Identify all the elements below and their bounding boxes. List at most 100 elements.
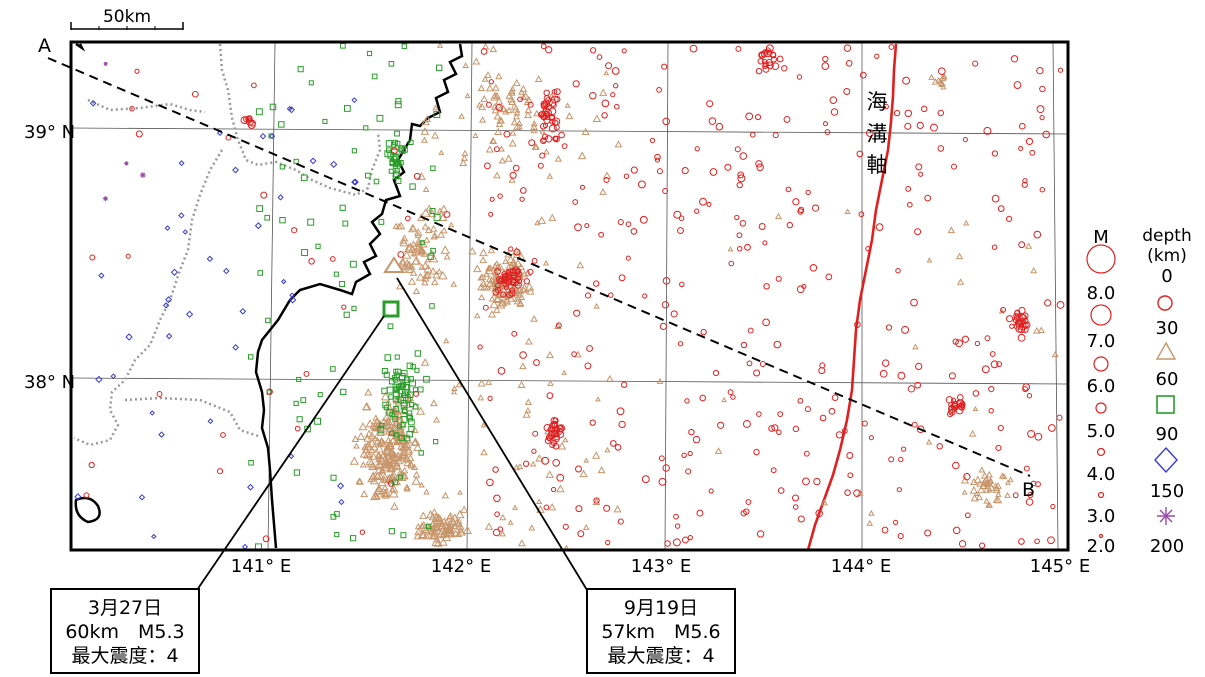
earthquake-circle xyxy=(785,186,792,193)
earthquake-triangle xyxy=(955,252,964,260)
earthquake-triangle xyxy=(548,503,557,511)
earthquake-circle xyxy=(937,67,946,76)
earthquake-diamond xyxy=(98,272,105,279)
earthquake-circle xyxy=(662,188,669,194)
earthquake-triangle xyxy=(370,493,378,501)
legend-depth-90: 90 xyxy=(1156,424,1179,445)
earthquake-triangle xyxy=(407,460,416,469)
earthquake-triangle xyxy=(420,358,430,366)
highlight-event-mar27 xyxy=(382,300,400,318)
earthquake-symbols xyxy=(74,42,1065,551)
legend-mag-2: 2.0 xyxy=(1087,536,1116,557)
earthquake-triangle xyxy=(451,522,459,530)
earthquake-square xyxy=(340,388,347,396)
earthquake-circle xyxy=(511,330,518,337)
earthquake-circle xyxy=(762,65,770,73)
earthquake-triangle xyxy=(519,362,527,370)
earthquake-triangle xyxy=(992,496,1001,503)
earthquake-circle xyxy=(574,223,582,232)
earthquake-circle xyxy=(509,171,517,179)
earthquake-circle xyxy=(847,472,854,479)
earthquake-circle xyxy=(678,215,685,221)
earthquake-circle xyxy=(1034,538,1040,545)
earthquake-triangle xyxy=(403,458,412,467)
earthquake-circle xyxy=(614,444,622,451)
earthquake-triangle xyxy=(523,111,532,119)
earthquake-circle xyxy=(783,115,791,123)
earthquake-circle xyxy=(308,258,315,265)
earthquake-triangle xyxy=(599,188,607,195)
earthquake-triangle xyxy=(975,493,984,501)
earthquake-square xyxy=(388,61,395,67)
earthquake-triangle xyxy=(368,472,378,481)
earthquake-triangle xyxy=(512,78,521,87)
earthquake-triangle xyxy=(438,526,447,535)
earthquake-circle xyxy=(962,137,968,143)
earthquake-triangle xyxy=(973,475,982,483)
earthquake-triangle xyxy=(384,452,393,460)
earthquake-triangle xyxy=(1051,350,1059,358)
earthquake-circle xyxy=(572,80,580,88)
earthquake-circle xyxy=(495,103,503,112)
earthquake-triangle xyxy=(1007,476,1014,482)
earthquake-square xyxy=(401,407,408,413)
earthquake-triangle xyxy=(554,155,562,162)
earthquake-square xyxy=(339,281,346,288)
earthquake-circle xyxy=(728,260,735,267)
earthquake-circle xyxy=(983,126,992,135)
earthquake-circle xyxy=(586,345,593,352)
earthquake-circle xyxy=(995,444,1002,451)
earthquake-triangle xyxy=(532,143,540,150)
earthquake-circle xyxy=(506,274,513,281)
earthquake-triangle xyxy=(1037,326,1045,333)
lat-label-39: 39° N xyxy=(24,122,75,143)
earthquake-square xyxy=(248,460,254,466)
earthquake-triangle xyxy=(390,450,399,458)
earthquake-triangle xyxy=(577,151,587,160)
earthquake-triangle xyxy=(1000,472,1008,480)
earthquake-triangle xyxy=(592,451,601,459)
earthquake-circle xyxy=(858,211,865,218)
earthquake-triangle xyxy=(511,246,522,256)
cross-section-line xyxy=(47,57,1031,477)
earthquake-circle xyxy=(687,534,693,541)
earthquake-circle xyxy=(642,293,648,299)
earthquake-circle xyxy=(674,523,681,529)
earthquake-square xyxy=(334,511,340,517)
earthquake-triangle xyxy=(417,530,427,539)
leader-line-mar27 xyxy=(196,315,385,591)
earthquake-circle xyxy=(543,504,550,511)
earthquake-triangle xyxy=(414,527,423,536)
earthquake-circle xyxy=(246,118,254,126)
earthquake-diamond xyxy=(280,278,287,285)
earthquake-triangle xyxy=(477,274,485,281)
earthquake-circle xyxy=(656,87,662,93)
earthquake-circle xyxy=(662,117,670,126)
earthquake-triangle xyxy=(495,120,504,128)
earthquake-circle xyxy=(1027,429,1036,438)
earthquake-circle xyxy=(135,130,143,138)
earthquake-circle xyxy=(1039,114,1045,121)
earthquake-triangle xyxy=(492,294,502,304)
earthquake-triangle xyxy=(396,472,407,481)
earthquake-triangle xyxy=(507,294,515,302)
earthquake-triangle xyxy=(393,463,402,470)
earthquake-circle xyxy=(786,221,794,229)
earthquake-circle xyxy=(1005,215,1013,223)
earthquake-square xyxy=(279,164,285,170)
earthquake-diamond xyxy=(170,268,179,276)
earthquake-triangle xyxy=(386,440,395,449)
earthquake-circle xyxy=(488,79,494,85)
earthquake-diamond xyxy=(288,106,296,114)
earthquake-circle xyxy=(505,268,512,275)
earthquake-triangle xyxy=(433,416,441,423)
earthquake-square xyxy=(343,311,350,318)
earthquake-triangle xyxy=(355,477,363,485)
earthquake-circle xyxy=(802,477,810,486)
earthquake-circle xyxy=(494,282,501,289)
earthquake-circle xyxy=(341,304,347,310)
earthquake-circle xyxy=(797,515,805,523)
earthquake-square xyxy=(400,532,407,539)
earthquake-circle xyxy=(589,47,597,54)
earthquake-triangle xyxy=(462,525,472,534)
